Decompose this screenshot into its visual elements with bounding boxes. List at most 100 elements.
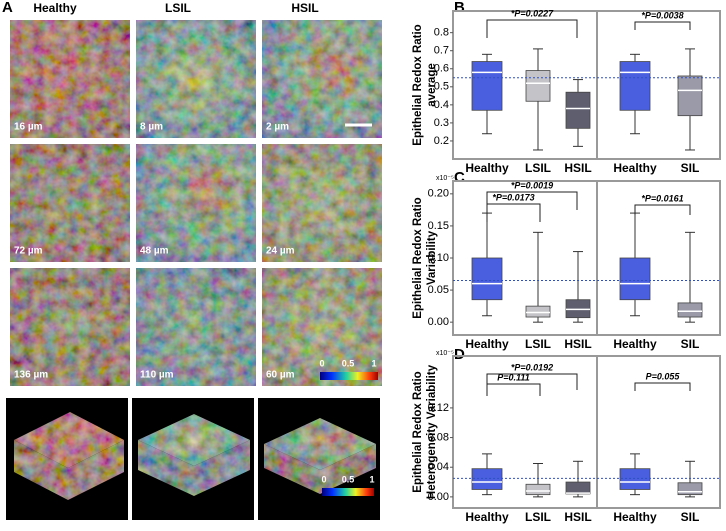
x-tick-label: HSIL bbox=[564, 161, 591, 175]
box bbox=[677, 482, 703, 496]
significance-bracket bbox=[486, 191, 578, 210]
y-tick-label: 0.6 bbox=[434, 63, 449, 75]
column-title: HSIL bbox=[291, 1, 318, 15]
y-axis-label: Variability bbox=[426, 230, 438, 285]
image bbox=[262, 20, 382, 138]
y-tick-label: 0.08 bbox=[428, 431, 449, 443]
scale-note: x10⁻⁵ bbox=[436, 175, 454, 182]
significance-bracket bbox=[486, 383, 541, 396]
x-tick-label: LSIL bbox=[525, 510, 551, 524]
y-axis-label: Heterogeneity Variability bbox=[426, 364, 438, 499]
colorbar-tick: 0 bbox=[319, 358, 324, 368]
plot-frame bbox=[452, 10, 721, 160]
depth-label: 110 µm bbox=[140, 370, 174, 381]
y-tick-label: 0.00 bbox=[428, 491, 449, 503]
y-axis-label: average bbox=[426, 63, 438, 106]
depth-label: 24 µm bbox=[266, 246, 295, 257]
image bbox=[136, 268, 256, 386]
panel-label: C bbox=[454, 169, 465, 186]
x-tick-label: LSIL bbox=[525, 161, 551, 175]
colorbar bbox=[320, 372, 378, 380]
x-tick-label: LSIL bbox=[525, 337, 551, 351]
box bbox=[677, 302, 703, 318]
box-chart: C Epithelial Redox Ratio Variability x10⁻⁵ 0… bbox=[412, 169, 721, 351]
microscopy-grid bbox=[10, 20, 382, 386]
y-tick-label: 0.2 bbox=[434, 135, 449, 147]
render-side bbox=[138, 440, 194, 496]
colorbar-tick: 0.5 bbox=[342, 358, 355, 368]
box bbox=[525, 70, 551, 102]
y-axis-label: Epithelial Redox Ratio bbox=[412, 371, 424, 492]
box bbox=[619, 61, 651, 111]
x-tick-label: Healthy bbox=[613, 337, 657, 351]
panel-label: B bbox=[454, 0, 465, 16]
significance-bracket bbox=[486, 19, 578, 38]
depth-label: 16 µm bbox=[14, 122, 43, 133]
colorbar-tick: 0 bbox=[321, 474, 326, 484]
box bbox=[619, 468, 651, 490]
panel-label: D bbox=[454, 346, 465, 363]
x-tick-label: Healthy bbox=[613, 161, 657, 175]
depth-label: 8 µm bbox=[140, 122, 163, 133]
x-tick-label: Healthy bbox=[465, 337, 509, 351]
x-tick-label: Healthy bbox=[465, 510, 509, 524]
x-tick-label: Healthy bbox=[465, 161, 509, 175]
depth-label: 2 µm bbox=[266, 122, 289, 133]
y-tick-label: 0.20 bbox=[428, 188, 449, 200]
box bbox=[471, 257, 503, 301]
box bbox=[565, 91, 591, 129]
box bbox=[525, 483, 551, 496]
render-side bbox=[320, 444, 376, 494]
box bbox=[471, 61, 503, 111]
image bbox=[10, 268, 130, 386]
y-axis-label: Epithelial Redox Ratio bbox=[412, 24, 424, 145]
plot-frame bbox=[452, 355, 721, 509]
x-tick-label: Healthy bbox=[613, 510, 657, 524]
y-tick-label: 0.4 bbox=[434, 99, 449, 111]
scale-note: x10⁻⁵ bbox=[436, 350, 454, 357]
y-tick-label: 0.3 bbox=[434, 117, 449, 129]
significance-bracket bbox=[486, 203, 541, 222]
colorbar-tick: 1 bbox=[371, 358, 376, 368]
x-tick-label: SIL bbox=[681, 337, 700, 351]
significance-bracket bbox=[634, 382, 691, 391]
box bbox=[619, 257, 651, 301]
panel-label: A bbox=[2, 0, 13, 16]
p-value: *P=0.0038 bbox=[641, 10, 683, 20]
colorbar-tick: 1 bbox=[369, 474, 374, 484]
image bbox=[10, 144, 130, 262]
y-axis-label: Epithelial Redox Ratio bbox=[412, 197, 424, 318]
box-chart: D Epithelial Redox Ratio Heterogeneity Var… bbox=[412, 346, 721, 524]
box bbox=[471, 468, 503, 490]
y-tick-label: 0.00 bbox=[428, 316, 449, 328]
column-title: Healthy bbox=[33, 1, 77, 15]
x-tick-label: HSIL bbox=[564, 337, 591, 351]
depth-label: 48 µm bbox=[140, 246, 169, 257]
column-title: LSIL bbox=[165, 1, 191, 15]
y-tick-label: 0.05 bbox=[428, 284, 449, 296]
y-tick-label: 0.10 bbox=[428, 252, 449, 264]
y-tick-label: 0.15 bbox=[428, 220, 449, 232]
x-tick-label: SIL bbox=[681, 161, 700, 175]
box bbox=[677, 75, 703, 117]
significance-bracket bbox=[634, 204, 691, 215]
x-tick-label: SIL bbox=[681, 510, 700, 524]
image bbox=[262, 268, 382, 386]
render-side bbox=[68, 440, 124, 500]
p-value: *P=0.0019 bbox=[511, 180, 553, 190]
y-tick-label: 0.7 bbox=[434, 45, 449, 57]
render-side bbox=[194, 440, 250, 496]
y-tick-label: 0.8 bbox=[434, 27, 449, 39]
render-side bbox=[14, 440, 68, 500]
box bbox=[565, 481, 591, 495]
p-value: P=0.055 bbox=[646, 371, 681, 381]
image bbox=[136, 20, 256, 138]
colorbar-tick: 0.5 bbox=[342, 474, 355, 484]
x-tick-label: HSIL bbox=[564, 510, 591, 524]
image bbox=[136, 144, 256, 262]
depth-label: 72 µm bbox=[14, 246, 43, 257]
p-value: *P=0.0227 bbox=[511, 8, 554, 18]
significance-bracket bbox=[634, 21, 691, 30]
colorbar bbox=[322, 488, 374, 496]
